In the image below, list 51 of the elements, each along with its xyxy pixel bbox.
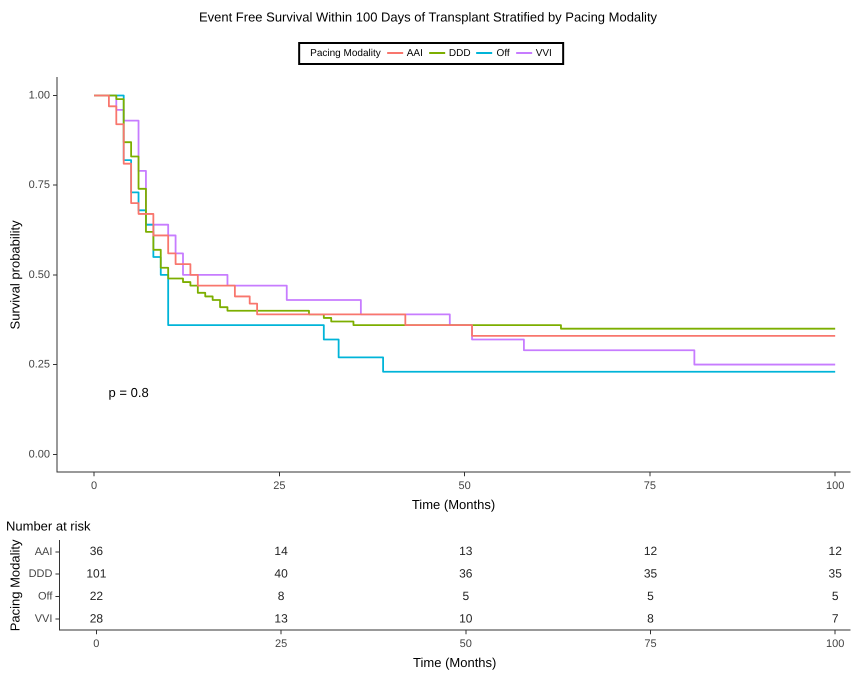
- legend-label: DDD: [448, 48, 471, 59]
- annotation: p = 0.8: [108, 384, 149, 400]
- x-tick-label: 100: [826, 480, 844, 492]
- legend-label: VVI: [534, 48, 552, 59]
- x-tick-label: 25: [273, 480, 286, 492]
- x-tick-label: 0: [93, 638, 100, 650]
- data-label: 12: [828, 544, 842, 558]
- legend-label: Off: [496, 48, 510, 59]
- data-label: 8: [278, 588, 285, 603]
- y-tick-label: DDD: [28, 568, 52, 580]
- data-label: 8: [647, 611, 654, 626]
- data-label: 40: [274, 566, 288, 581]
- x-tick-label: 50: [458, 480, 471, 492]
- data-label: 10: [459, 611, 473, 626]
- x-tick-label: 75: [644, 638, 657, 650]
- y-axis-title: Survival probability: [7, 220, 22, 330]
- data-label: 36: [459, 566, 473, 581]
- data-label: 7: [832, 611, 839, 626]
- x-tick-label: 100: [826, 638, 844, 650]
- chart-title: Number at risk: [6, 518, 92, 534]
- y-tick-label: VVI: [34, 613, 52, 626]
- data-label: 13: [459, 544, 473, 558]
- y-tick-label: 0.00: [28, 448, 50, 460]
- chart-title: Event Free Survival Within 100 Days of Transplant Stratified by Pacing Modality: [198, 9, 658, 24]
- y-tick-label: 0.75: [28, 179, 50, 192]
- y-tick-label: 0.50: [28, 268, 50, 281]
- x-tick-label: 75: [644, 480, 656, 492]
- x-axis-title: Time (Months): [413, 654, 496, 670]
- x-tick-label: 50: [460, 638, 472, 650]
- data-label: 35: [644, 566, 658, 581]
- data-label: 12: [644, 544, 658, 558]
- data-label: 5: [832, 588, 839, 603]
- data-label: 22: [90, 588, 104, 603]
- data-label: 28: [90, 611, 104, 626]
- legend-label: AAI: [406, 48, 423, 59]
- data-label: 36: [90, 544, 104, 558]
- x-tick-label: 25: [274, 638, 288, 650]
- y-axis-title: Pacing Modality: [7, 539, 22, 632]
- y-tick-label: 1.00: [28, 90, 50, 102]
- data-label: 5: [647, 588, 654, 603]
- data-label: 35: [828, 566, 842, 581]
- data-label: 5: [462, 588, 470, 603]
- y-tick-label: Off: [38, 590, 54, 603]
- data-label: 13: [274, 611, 288, 626]
- y-tick-label: AAI: [34, 546, 52, 558]
- x-axis-title: Time (Months): [412, 496, 496, 512]
- data-label: 14: [274, 544, 288, 558]
- x-tick-label: 0: [91, 480, 98, 492]
- data-label: 101: [86, 566, 107, 581]
- y-tick-label: 0.25: [28, 358, 50, 371]
- legend-title: Pacing Modality: [310, 48, 381, 59]
